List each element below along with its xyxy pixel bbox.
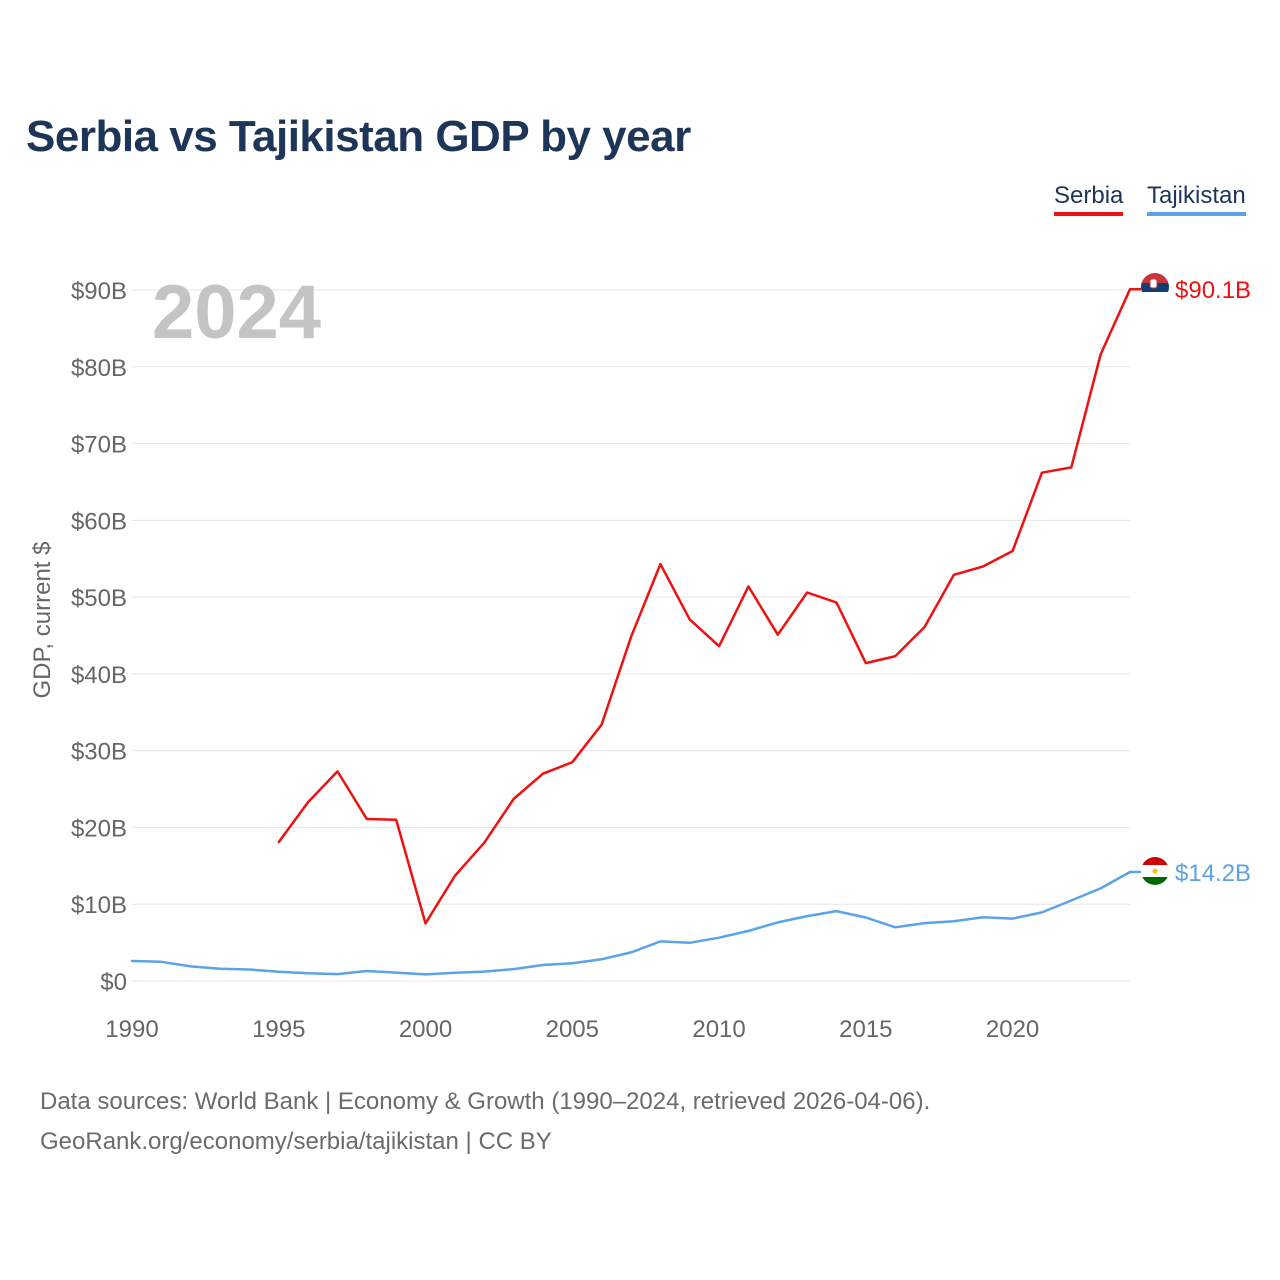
series-line-serbia[interactable] — [277, 287, 1132, 925]
y-axis-label: GDP, current $ — [29, 542, 56, 699]
y-tick-label: $80B — [71, 355, 127, 382]
y-tick-label: $70B — [71, 432, 127, 459]
chart-title: Serbia vs Tajikistan GDP by year — [26, 112, 691, 161]
y-tick-label: $20B — [71, 815, 127, 842]
x-tick-label: 2015 — [839, 1016, 892, 1043]
serbia-flag-icon — [1141, 273, 1169, 301]
y-tick-label: $60B — [71, 508, 127, 535]
x-axis-ticks: 1990 1995 2000 2005 2010 2015 2020 — [105, 1016, 1039, 1043]
gridlines — [132, 289, 1130, 982]
x-tick-label: 1990 — [105, 1016, 158, 1043]
y-tick-label: $40B — [71, 662, 127, 689]
series-lines — [130, 287, 1141, 976]
legend-item-serbia[interactable]: Serbia — [1054, 182, 1124, 216]
x-tick-label: 2010 — [692, 1016, 745, 1043]
year-watermark: 2024 — [152, 270, 321, 355]
x-tick-label: 1995 — [252, 1016, 305, 1043]
end-value-labels: $90.1B $14.2B — [1175, 277, 1251, 887]
tajikistan-flag-icon — [1141, 857, 1169, 885]
y-tick-label: $90B — [71, 278, 127, 305]
series-line-tajikistan[interactable] — [130, 870, 1132, 976]
source-line-1: Data sources: World Bank | Economy & Gro… — [40, 1088, 931, 1115]
y-tick-label: $50B — [71, 585, 127, 612]
source-line-2[interactable]: GeoRank.org/economy/serbia/tajikistan | … — [40, 1128, 552, 1155]
y-tick-label: $0 — [100, 969, 127, 996]
y-tick-label: $30B — [71, 739, 127, 766]
legend-item-tajikistan[interactable]: Tajikistan — [1147, 182, 1246, 216]
x-tick-label: 2005 — [546, 1016, 599, 1043]
source-note: Data sources: World Bank | Economy & Gro… — [40, 1082, 930, 1162]
x-tick-label: 2000 — [399, 1016, 452, 1043]
x-tick-label: 2020 — [986, 1016, 1039, 1043]
end-label-tajikistan: $14.2B — [1175, 860, 1251, 887]
gdp-line-chart: $0 $10B $20B $30B $40B $50B $60B $70B $80B $90B 1… — [29, 270, 1251, 1043]
y-tick-label: $10B — [71, 892, 127, 919]
end-label-serbia: $90.1B — [1175, 277, 1251, 304]
y-axis-ticks: $0 $10B $20B $30B $40B $50B $60B $70B $80B $90B — [71, 278, 127, 996]
